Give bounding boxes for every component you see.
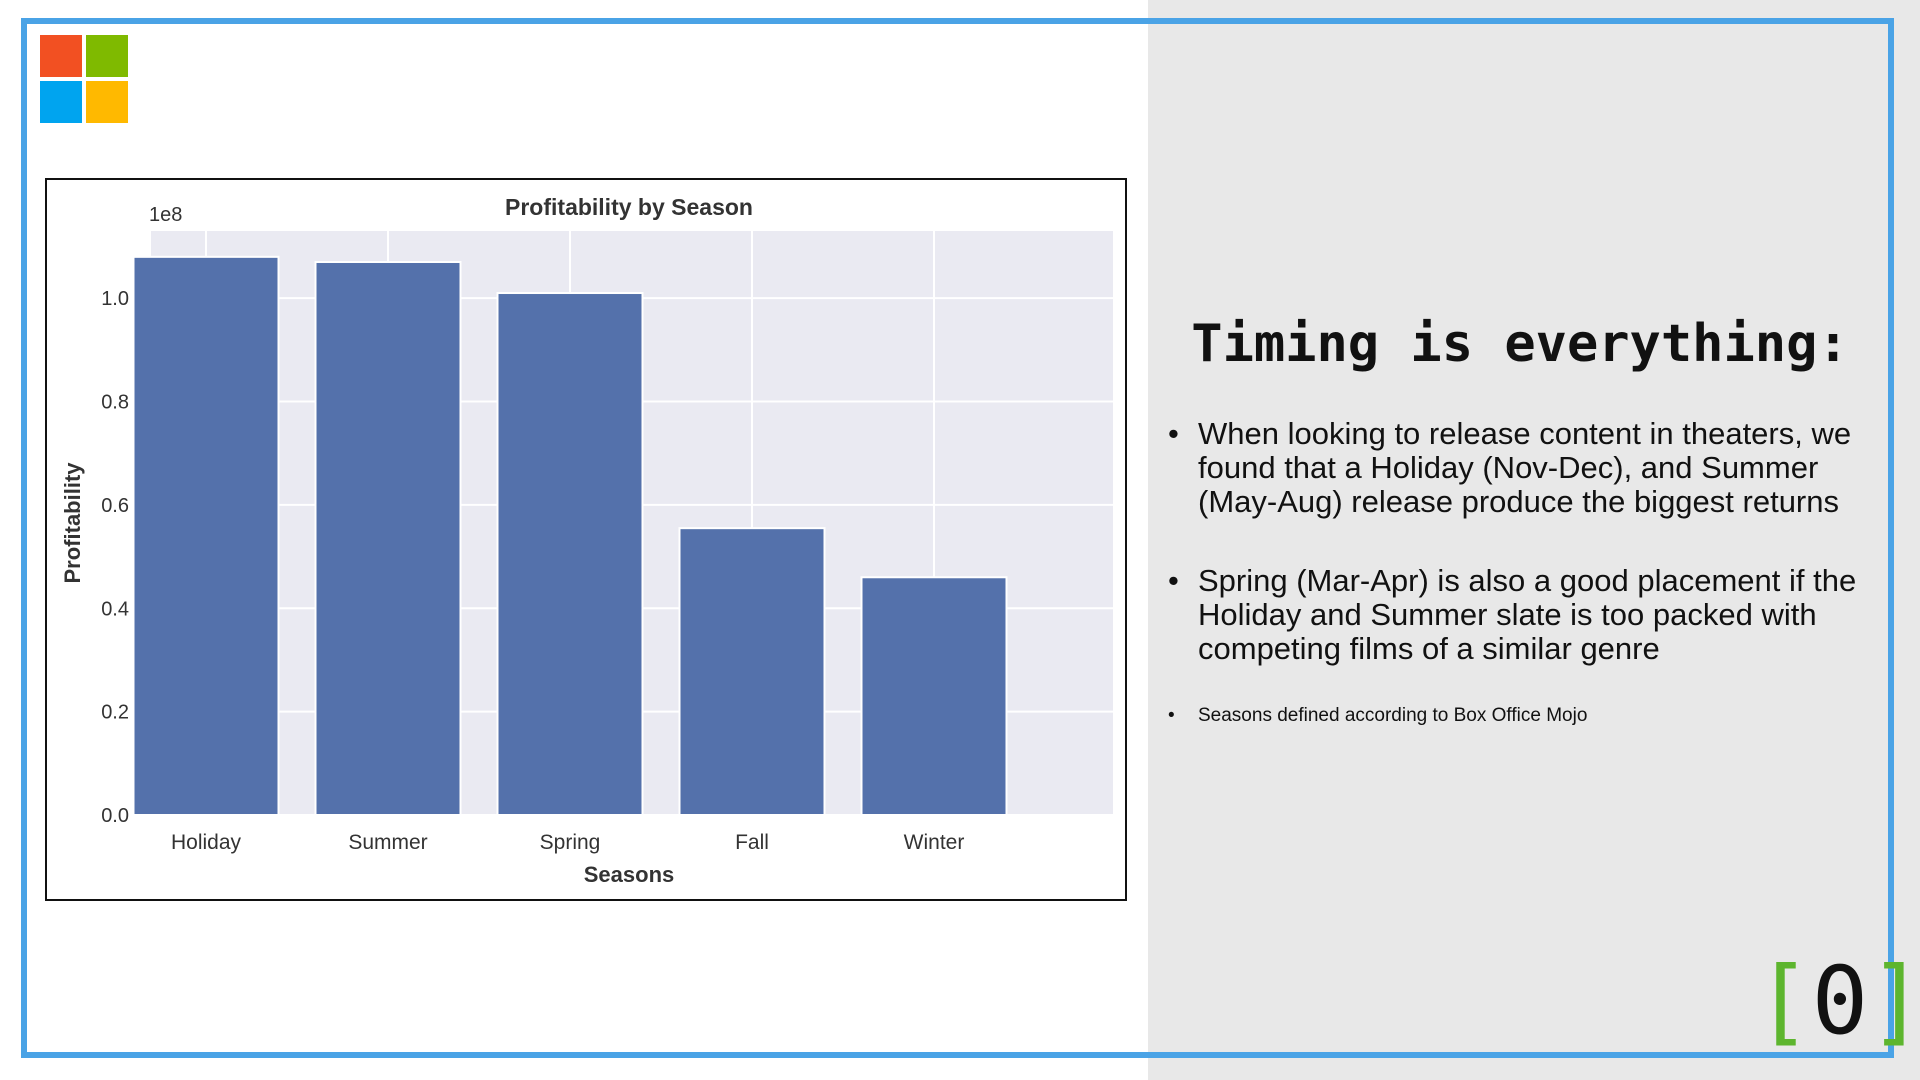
slide-frame xyxy=(21,18,1894,1058)
y-tick-label: 0.6 xyxy=(101,495,129,517)
logo-red-square xyxy=(40,35,82,77)
logo-yellow-square xyxy=(86,81,128,123)
x-tick-label: Holiday xyxy=(171,831,242,854)
bar-fall xyxy=(678,527,826,816)
logo-green-square xyxy=(86,35,128,77)
chart-title: Profitability by Season xyxy=(505,194,753,220)
x-tick-label: Summer xyxy=(348,831,427,854)
x-axis-label: Seasons xyxy=(584,862,675,887)
x-tick-label: Winter xyxy=(904,831,965,854)
bars xyxy=(132,255,1008,817)
right-panel xyxy=(1148,0,1920,1080)
bullet-item-spring: Spring (Mar-Apr) is also a good placemen… xyxy=(1168,564,1858,666)
badge-digit: 0 xyxy=(1811,947,1869,1056)
bar-summer xyxy=(314,261,462,816)
y-tick-labels: 0.0 0.2 0.4 0.6 0.8 1.0 xyxy=(101,288,129,827)
badge-left-bracket: [ xyxy=(1755,947,1812,1056)
x-tick-labels: Holiday Summer Spring Fall Winter xyxy=(171,831,964,854)
bar-spring xyxy=(496,292,644,816)
logo-blue-square xyxy=(40,81,82,123)
y-tick-label: 0.0 xyxy=(101,805,129,827)
bullet-item-holiday-summer: When looking to release content in theat… xyxy=(1168,417,1858,519)
bullet-list: When looking to release content in theat… xyxy=(1168,417,1858,729)
x-tick-label: Spring xyxy=(540,831,601,854)
y-axis-label: Profitability xyxy=(60,462,85,584)
x-tick-label: Fall xyxy=(735,831,769,854)
footnote-bullet: Seasons defined according to Box Office … xyxy=(1168,704,1858,728)
chart-container: Profitability by Season 1e8 0.0 0.2 0.4 0.6… xyxy=(45,178,1127,901)
bar-chart: Profitability by Season 1e8 0.0 0.2 0.4 0.6… xyxy=(60,194,1113,887)
bar-holiday xyxy=(132,255,280,817)
y-offset-label: 1e8 xyxy=(149,204,182,226)
y-tick-label: 0.8 xyxy=(101,392,129,414)
bracket-zero-badge: [0] xyxy=(1755,952,1920,1052)
badge-right-bracket: ] xyxy=(1868,947,1920,1056)
y-tick-label: 0.4 xyxy=(101,598,129,620)
microsoft-logo xyxy=(40,35,130,125)
bar-winter xyxy=(860,576,1008,816)
y-tick-label: 0.2 xyxy=(101,702,129,724)
slide-title: Timing is everything: xyxy=(1191,314,1849,374)
y-tick-label: 1.0 xyxy=(101,288,129,310)
